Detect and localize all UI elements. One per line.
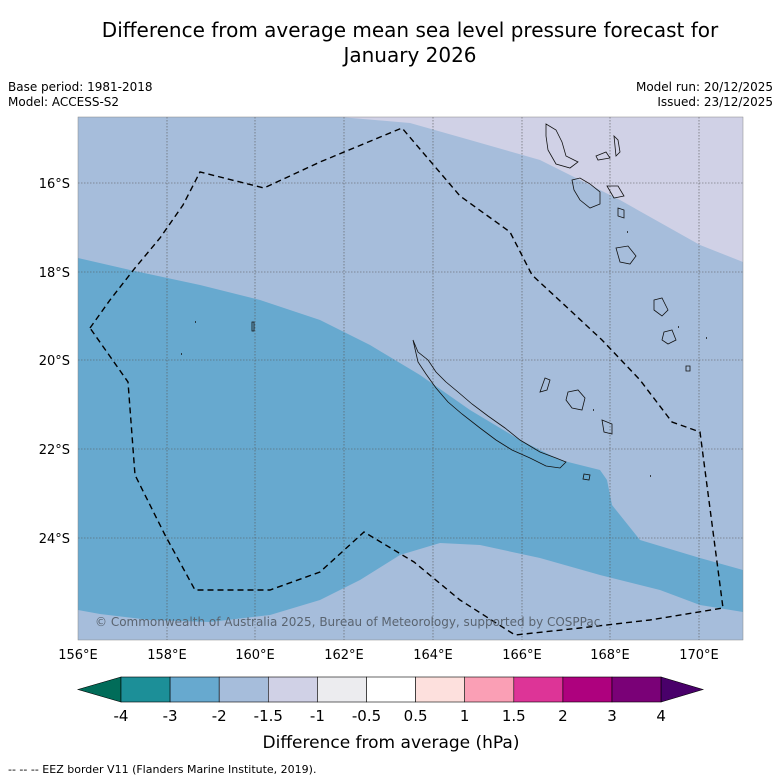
lon-label-156e: 156°E [58, 648, 98, 663]
map-frame [77, 116, 744, 641]
colorbar-segment [120, 676, 171, 703]
small-islands [181, 231, 707, 477]
epi-coast [617, 207, 625, 219]
issued-date: Issued: 23/12/2025 [657, 95, 773, 109]
colorbar-segment [611, 676, 662, 703]
colorbar-segment [464, 676, 515, 703]
colorbar-tick-label: 3 [607, 707, 617, 725]
colorbar-segment [317, 676, 367, 703]
chesterfield-coast [251, 321, 255, 332]
colorbar-extend-under [76, 676, 122, 703]
colorbar-tick-label: -2 [212, 707, 227, 725]
lon-label-164e: 164°E [413, 648, 453, 663]
colorbar-tick-label: -1.5 [254, 707, 283, 725]
model-run: Model run: 20/12/2025 [635, 80, 773, 94]
colorbar-tick-label: -1 [310, 707, 325, 725]
latitude-labels: 16°S 18°S 20°S 22°S 24°S [39, 177, 70, 547]
graticule [78, 117, 743, 640]
colorbar-segment [513, 676, 564, 703]
lifou-coast [565, 389, 586, 411]
colorbar-label: Difference from average (hPa) [263, 733, 520, 753]
lat-label-24s: 24°S [39, 532, 70, 547]
title-line-2: January 2026 [343, 43, 477, 67]
lon-label-158e: 158°E [147, 648, 187, 663]
colorbar: -4 -3 -2 -1.5 -1 -0.5 0.5 1 1.5 2 3 4 [76, 676, 705, 725]
isle-of-pines-coast [582, 473, 591, 481]
colorbar-segment [415, 676, 466, 703]
maewo-coast [613, 134, 621, 157]
tanna-coast [661, 329, 677, 345]
colorbar-tick-label: -0.5 [352, 707, 381, 725]
aneityum-coast [685, 365, 691, 372]
ouvea-coast [539, 377, 551, 393]
ambae-coast [595, 151, 611, 161]
lat-label-22s: 22°S [39, 443, 70, 458]
colorbar-tick-label: 2 [558, 707, 568, 725]
lat-label-18s: 18°S [39, 266, 70, 281]
eez-border [89, 127, 724, 636]
colorbar-segment [562, 676, 613, 703]
title-line-1: Difference from average mean sea level p… [101, 18, 719, 42]
lat-label-20s: 20°S [39, 354, 70, 369]
band-minus1-5-to-minus1 [340, 117, 743, 262]
anomaly-field [78, 117, 743, 640]
colorbar-segment [169, 676, 220, 703]
new-caledonia-coast [412, 339, 567, 469]
chart-title: Difference from average mean sea level p… [40, 18, 780, 68]
colorbar-extend-over [660, 676, 705, 703]
erromango-coast [653, 297, 669, 317]
colorbar-tick-label: 1.5 [502, 707, 526, 725]
coastlines [251, 123, 691, 481]
run-info: Model run: 20/12/2025 Issued: 23/12/2025 [636, 80, 773, 110]
colorbar-tick-label: -4 [114, 707, 129, 725]
lon-label-170e: 170°E [679, 648, 719, 663]
lon-label-162e: 162°E [324, 648, 364, 663]
band-minus3-to-minus2 [78, 258, 743, 622]
colorbar-segment [267, 676, 318, 703]
espiritu-santo-coast [545, 123, 579, 169]
lon-label-168e: 168°E [590, 648, 630, 663]
ambrym-coast [606, 185, 625, 199]
base-period: Base period: 1981-2018 [8, 80, 153, 94]
colorbar-tick-label: 4 [656, 707, 666, 725]
efate-coast [615, 245, 637, 265]
base-info: Base period: 1981-2018 Model: ACCESS-S2 [8, 80, 153, 110]
mare-coast [601, 419, 613, 435]
colorbar-tick-label: 0.5 [404, 707, 428, 725]
longitude-labels: 156°E 158°E 160°E 162°E 164°E 166°E 168°… [58, 648, 719, 663]
lat-label-16s: 16°S [39, 177, 70, 192]
copyright-notice: © Commonwealth of Australia 2025, Bureau… [95, 615, 600, 629]
colorbar-segment [366, 676, 416, 703]
colorbar-tick-label: 1 [460, 707, 470, 725]
lon-label-160e: 160°E [235, 648, 275, 663]
model-name: Model: ACCESS-S2 [8, 95, 120, 109]
malekula-coast [571, 177, 601, 209]
lon-label-166e: 166°E [502, 648, 542, 663]
eez-legend-note: -- -- -- EEZ border V11 (Flanders Marine… [8, 763, 317, 776]
colorbar-segment [218, 676, 269, 703]
colorbar-tick-label: -3 [163, 707, 178, 725]
